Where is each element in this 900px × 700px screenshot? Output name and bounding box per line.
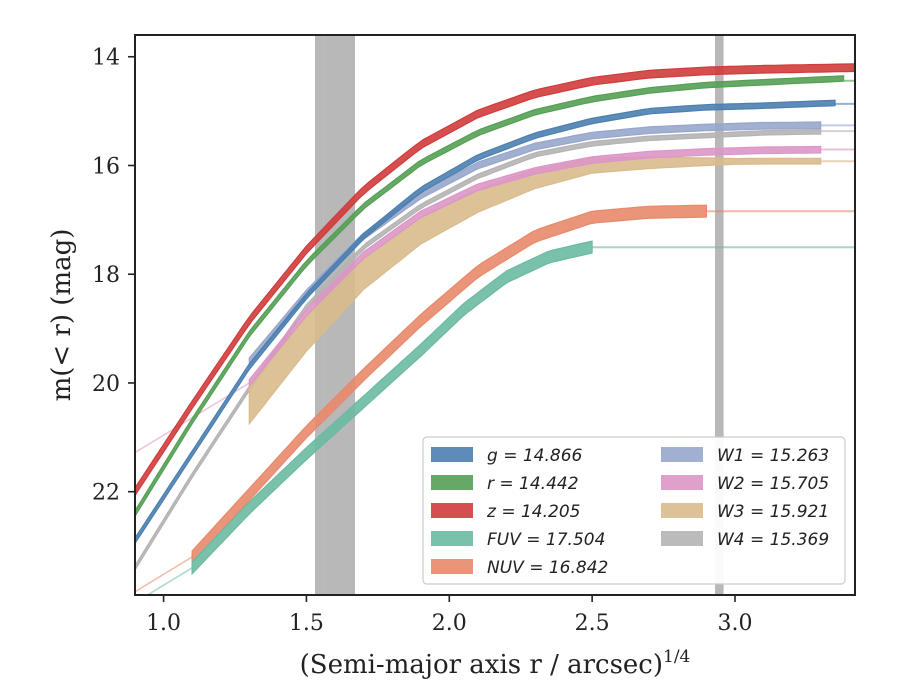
legend-swatch-w4 xyxy=(661,531,703,546)
axes-frame xyxy=(134,34,856,596)
y-tick-label: 14 xyxy=(92,46,120,71)
x-tick-label: 1.0 xyxy=(146,611,181,636)
legend-label-w4: W4 = 15.369 xyxy=(717,530,829,550)
x-tick-label: 2.0 xyxy=(432,611,467,636)
legend-swatch-z xyxy=(431,503,473,518)
series-band-g xyxy=(135,99,836,545)
legend: g = 14.866 r = 14.442 z = 14.205 FUV = 17.5… xyxy=(422,436,846,585)
x-tick-label: 1.5 xyxy=(289,611,324,636)
legend-label-r: r = 14.442 xyxy=(487,474,579,494)
legend-swatch-g xyxy=(431,447,473,462)
legend-label-fuv: FUV = 17.504 xyxy=(487,530,605,550)
series-model-fuv xyxy=(146,567,193,595)
y-tick-label: 20 xyxy=(92,372,120,397)
series-band-fuv xyxy=(191,240,593,576)
legend-swatch-fuv xyxy=(431,531,473,546)
series-band-z xyxy=(135,63,855,497)
y-tick-label: 16 xyxy=(92,154,120,179)
series-band-w4 xyxy=(135,128,822,572)
legend-label-w3: W3 = 15.921 xyxy=(717,502,829,522)
legend-label-g: g = 14.866 xyxy=(487,446,583,466)
legend-label-w1: W1 = 15.263 xyxy=(717,446,829,466)
series-band-w2 xyxy=(248,145,822,388)
y-tick-label: 22 xyxy=(92,481,120,506)
w4-band-2 xyxy=(715,35,724,595)
y-axis-title: m(< r) (mag) xyxy=(47,229,77,402)
plot-area xyxy=(135,35,855,595)
series-model-nuv xyxy=(135,556,193,593)
x-tick-label: 2.5 xyxy=(575,611,610,636)
legend-swatch-r xyxy=(431,475,473,490)
axes: 1.0 1.5 2.0 2.5 3.0 14 16 18 20 22 xyxy=(92,34,856,636)
y-tick-label: 18 xyxy=(92,263,120,288)
legend-box xyxy=(422,436,846,585)
legend-swatch-w1 xyxy=(661,447,703,462)
legend-swatch-nuv xyxy=(431,559,473,574)
legend-swatch-w2 xyxy=(661,475,703,490)
legend-label-nuv: NUV = 16.842 xyxy=(487,558,608,578)
legend-swatch-w3 xyxy=(661,503,703,518)
legend-label-w2: W2 = 15.705 xyxy=(717,474,829,494)
x-tick-label: 3.0 xyxy=(718,611,753,636)
legend-label-z: z = 14.205 xyxy=(486,502,580,522)
x-axis-title: (Semi-major axis r / arcsec)1/4 xyxy=(300,647,691,680)
series-band-nuv xyxy=(191,204,707,565)
